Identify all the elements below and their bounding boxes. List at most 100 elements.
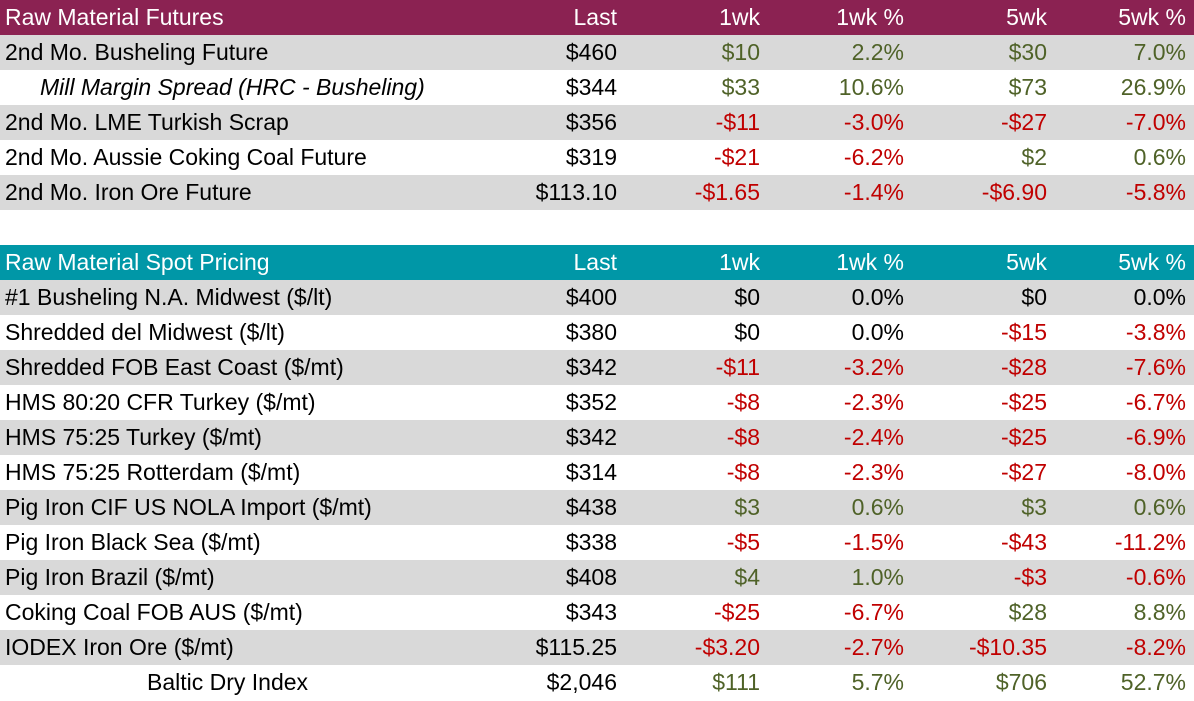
row-last: $344 [565, 74, 617, 100]
row-name: Pig Iron Brazil ($/mt) [5, 564, 215, 590]
table-row: HMS 75:25 Turkey ($/mt) $342 -$8 -2.4% -$25 -… [0, 420, 1194, 455]
spot-header-1wk: 1wk [719, 249, 760, 275]
table-row: Pig Iron Black Sea ($/mt) $338 -$5 -1.5% -$4… [0, 525, 1194, 560]
futures-header-1wk-pct: 1wk % [836, 4, 904, 30]
row-name: HMS 80:20 CFR Turkey ($/mt) [5, 389, 316, 415]
row-last: $408 [565, 564, 617, 590]
row-last: $438 [565, 494, 617, 520]
row-1wk-pct: 10.6% [838, 74, 904, 100]
row-5wk-pct: -7.6% [1125, 354, 1186, 380]
spot-header-last: Last [573, 249, 617, 275]
row-last: $343 [565, 599, 617, 625]
row-1wk: -$5 [726, 529, 760, 555]
row-name: 2nd Mo. LME Turkish Scrap [5, 109, 289, 135]
row-last: $115.25 [535, 634, 617, 660]
row-1wk: $111 [712, 669, 760, 695]
row-1wk: -$1.65 [694, 179, 760, 205]
row-1wk-pct: 5.7% [851, 669, 904, 695]
futures-header-5wk: 5wk [1006, 4, 1047, 30]
row-5wk: $2 [1021, 144, 1047, 170]
table-row: HMS 75:25 Rotterdam ($/mt) $314 -$8 -2.3% -$… [0, 455, 1194, 490]
row-5wk-pct: 52.7% [1120, 669, 1186, 695]
row-5wk-pct: -11.2% [1114, 529, 1186, 555]
row-last: $352 [565, 389, 617, 415]
row-5wk: $0 [1021, 284, 1047, 310]
row-5wk: -$27 [1000, 459, 1047, 485]
row-1wk: $0 [734, 284, 760, 310]
row-5wk-pct: -7.0% [1125, 109, 1186, 135]
row-1wk-pct: -6.7% [843, 599, 904, 625]
row-name: HMS 75:25 Rotterdam ($/mt) [5, 459, 301, 485]
row-5wk-pct: -6.7% [1125, 389, 1186, 415]
row-last: $113.10 [535, 179, 617, 205]
row-5wk-pct: -8.0% [1125, 459, 1186, 485]
row-1wk: -$8 [726, 424, 760, 450]
table-row: Coking Coal FOB AUS ($/mt) $343 -$25 -6.7% $… [0, 595, 1194, 630]
row-5wk-pct: -0.6% [1125, 564, 1186, 590]
row-5wk: $73 [1008, 74, 1047, 100]
row-1wk: -$3.20 [694, 634, 760, 660]
row-last: $356 [565, 109, 617, 135]
row-name: Shredded FOB East Coast ($/mt) [5, 354, 344, 380]
row-5wk-pct: 26.9% [1120, 74, 1186, 100]
row-5wk: -$27 [1000, 109, 1047, 135]
row-5wk: -$43 [1000, 529, 1047, 555]
table-row: HMS 80:20 CFR Turkey ($/mt) $352 -$8 -2.3% -… [0, 385, 1194, 420]
spot-header-5wk-pct: 5wk % [1118, 249, 1186, 275]
row-1wk-pct: -1.4% [843, 179, 904, 205]
row-1wk-pct: -2.4% [843, 424, 904, 450]
row-1wk: -$11 [715, 354, 760, 380]
table-row: Baltic Dry Index $2,046 $111 5.7% $706 52.7% [0, 665, 1194, 700]
row-1wk: $4 [734, 564, 760, 590]
table-row: 2nd Mo. Iron Ore Future $113.10 -$1.65 -1.4… [0, 175, 1194, 210]
row-1wk: $0 [734, 319, 760, 345]
row-name: Pig Iron CIF US NOLA Import ($/mt) [5, 494, 372, 520]
row-5wk: -$6.90 [981, 179, 1047, 205]
futures-header-1wk: 1wk [719, 4, 760, 30]
row-name: Coking Coal FOB AUS ($/mt) [5, 599, 303, 625]
row-1wk: -$21 [713, 144, 760, 170]
table-row: 2nd Mo. LME Turkish Scrap $356 -$11 -3.0% -$… [0, 105, 1194, 140]
row-1wk: $10 [721, 39, 760, 65]
table-row: Shredded FOB East Coast ($/mt) $342 -$11 -3… [0, 350, 1194, 385]
row-1wk-pct: 0.0% [851, 319, 904, 345]
row-5wk: -$10.35 [968, 634, 1047, 660]
row-5wk-pct: 0.0% [1133, 284, 1186, 310]
row-1wk-pct: 0.0% [851, 284, 904, 310]
row-name: Shredded del Midwest ($/lt) [5, 319, 285, 345]
row-1wk-pct: -2.3% [843, 389, 904, 415]
row-1wk-pct: -3.2% [843, 354, 904, 380]
futures-header-last: Last [573, 4, 617, 30]
row-1wk-pct: -6.2% [843, 144, 904, 170]
row-name: HMS 75:25 Turkey ($/mt) [5, 424, 262, 450]
row-1wk-pct: -2.7% [843, 634, 904, 660]
row-last: $314 [565, 459, 617, 485]
spot-header-5wk: 5wk [1006, 249, 1047, 275]
row-name: IODEX Iron Ore ($/mt) [5, 634, 234, 660]
row-5wk: -$3 [1013, 564, 1047, 590]
row-5wk-pct: 0.6% [1133, 144, 1186, 170]
row-1wk-pct: 1.0% [851, 564, 904, 590]
table-row: Mill Margin Spread (HRC - Busheling) $344… [0, 70, 1194, 105]
row-name: 2nd Mo. Aussie Coking Coal Future [5, 144, 367, 170]
table-row: #1 Busheling N.A. Midwest ($/lt) $400 $0 0.… [0, 280, 1194, 315]
row-last: $338 [565, 529, 617, 555]
row-name: #1 Busheling N.A. Midwest ($/lt) [5, 284, 333, 310]
row-1wk-pct: 0.6% [851, 494, 904, 520]
spot-header-name: Raw Material Spot Pricing [5, 249, 270, 275]
row-1wk: -$8 [726, 459, 760, 485]
row-5wk: $706 [995, 669, 1047, 695]
futures-header-5wk-pct: 5wk % [1118, 4, 1186, 30]
futures-header-name: Raw Material Futures [5, 4, 224, 30]
row-5wk-pct: 7.0% [1133, 39, 1186, 65]
row-5wk: -$28 [1000, 354, 1047, 380]
spot-header-1wk-pct: 1wk % [836, 249, 904, 275]
row-last: $380 [565, 319, 617, 345]
row-1wk: -$8 [726, 389, 760, 415]
row-5wk: -$15 [1000, 319, 1047, 345]
row-5wk-pct: -8.2% [1125, 634, 1186, 660]
row-last: $342 [565, 354, 617, 380]
row-name: Pig Iron Black Sea ($/mt) [5, 529, 261, 555]
row-1wk-pct: -1.5% [843, 529, 904, 555]
row-name: 2nd Mo. Busheling Future [5, 39, 269, 65]
